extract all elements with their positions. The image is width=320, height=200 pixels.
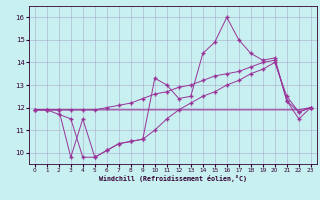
X-axis label: Windchill (Refroidissement éolien,°C): Windchill (Refroidissement éolien,°C)	[99, 175, 247, 182]
